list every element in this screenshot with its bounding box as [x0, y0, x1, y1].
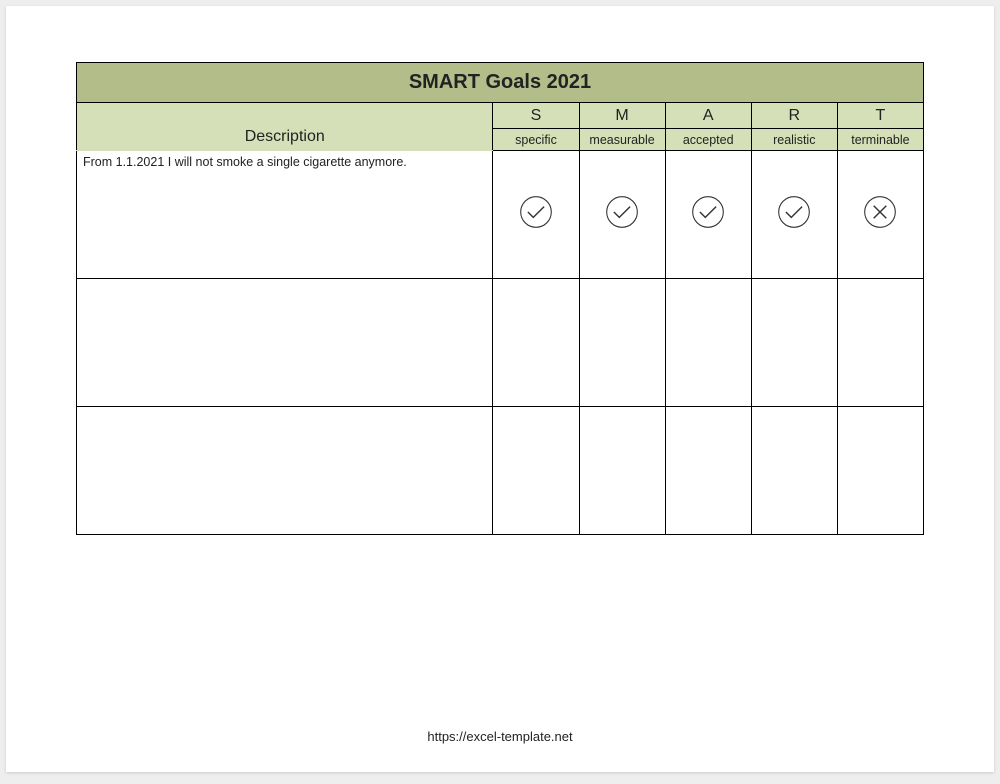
criteria-word: terminable — [837, 129, 923, 151]
check-icon — [776, 194, 812, 230]
criteria-letter: R — [751, 103, 837, 129]
criteria-cell — [493, 407, 579, 535]
criteria-cell — [751, 151, 837, 279]
criteria-letter: M — [579, 103, 665, 129]
check-icon — [604, 194, 640, 230]
description-header: Description — [77, 103, 493, 151]
smart-goals-table: SMART Goals 2021 Description S M A R T s… — [76, 62, 924, 535]
title-row: SMART Goals 2021 — [77, 63, 924, 103]
criteria-word: measurable — [579, 129, 665, 151]
check-icon — [518, 194, 554, 230]
page-container: SMART Goals 2021 Description S M A R T s… — [6, 6, 994, 772]
criteria-cell — [751, 279, 837, 407]
criteria-cell — [837, 407, 923, 535]
criteria-cell — [579, 407, 665, 535]
criteria-cell — [665, 279, 751, 407]
criteria-cell — [665, 151, 751, 279]
goal-description: From 1.1.2021 I will not smoke a single … — [77, 151, 493, 279]
goal-row — [77, 279, 924, 407]
criteria-letter: T — [837, 103, 923, 129]
goals-body: From 1.1.2021 I will not smoke a single … — [77, 151, 924, 535]
goal-row: From 1.1.2021 I will not smoke a single … — [77, 151, 924, 279]
criteria-cell — [837, 279, 923, 407]
goal-row — [77, 407, 924, 535]
criteria-letter: A — [665, 103, 751, 129]
goal-description — [77, 407, 493, 535]
criteria-cell — [751, 407, 837, 535]
criteria-cell — [837, 151, 923, 279]
check-icon — [690, 194, 726, 230]
table-title: SMART Goals 2021 — [77, 63, 924, 103]
criteria-word: accepted — [665, 129, 751, 151]
goal-description — [77, 279, 493, 407]
criteria-letter: S — [493, 103, 579, 129]
criteria-word: realistic — [751, 129, 837, 151]
criteria-cell — [579, 279, 665, 407]
criteria-cell — [665, 407, 751, 535]
criteria-cell — [493, 279, 579, 407]
criteria-cell — [493, 151, 579, 279]
criteria-letter-row: Description S M A R T — [77, 103, 924, 129]
footer-link: https://excel-template.net — [6, 729, 994, 744]
criteria-word: specific — [493, 129, 579, 151]
cross-icon — [862, 194, 898, 230]
criteria-cell — [579, 151, 665, 279]
